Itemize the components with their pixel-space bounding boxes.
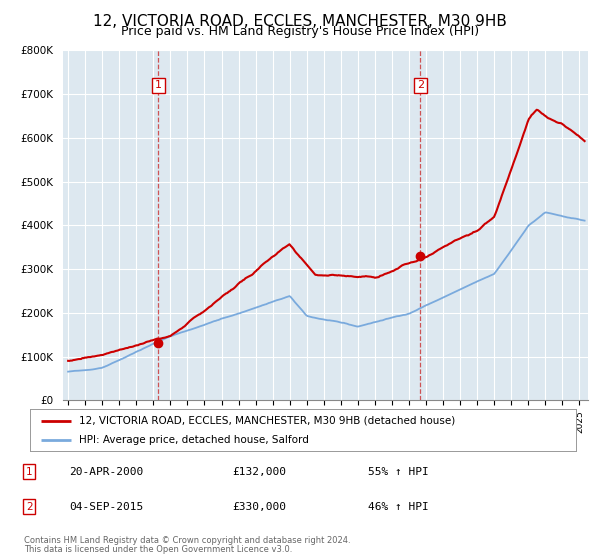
Text: 46% ↑ HPI: 46% ↑ HPI [368, 502, 428, 512]
Text: 1: 1 [26, 467, 32, 477]
Text: 55% ↑ HPI: 55% ↑ HPI [368, 467, 428, 477]
Text: Price paid vs. HM Land Registry's House Price Index (HPI): Price paid vs. HM Land Registry's House … [121, 25, 479, 38]
Text: £132,000: £132,000 [232, 467, 286, 477]
Text: 2: 2 [26, 502, 32, 512]
Text: This data is licensed under the Open Government Licence v3.0.: This data is licensed under the Open Gov… [24, 545, 292, 554]
Text: 1: 1 [155, 81, 162, 90]
Text: £330,000: £330,000 [232, 502, 286, 512]
Text: 2: 2 [417, 81, 424, 90]
Text: HPI: Average price, detached house, Salford: HPI: Average price, detached house, Salf… [79, 435, 309, 445]
Text: 12, VICTORIA ROAD, ECCLES, MANCHESTER, M30 9HB: 12, VICTORIA ROAD, ECCLES, MANCHESTER, M… [93, 14, 507, 29]
Text: 20-APR-2000: 20-APR-2000 [69, 467, 143, 477]
Text: Contains HM Land Registry data © Crown copyright and database right 2024.: Contains HM Land Registry data © Crown c… [24, 536, 350, 545]
Text: 12, VICTORIA ROAD, ECCLES, MANCHESTER, M30 9HB (detached house): 12, VICTORIA ROAD, ECCLES, MANCHESTER, M… [79, 416, 455, 426]
Text: 04-SEP-2015: 04-SEP-2015 [69, 502, 143, 512]
